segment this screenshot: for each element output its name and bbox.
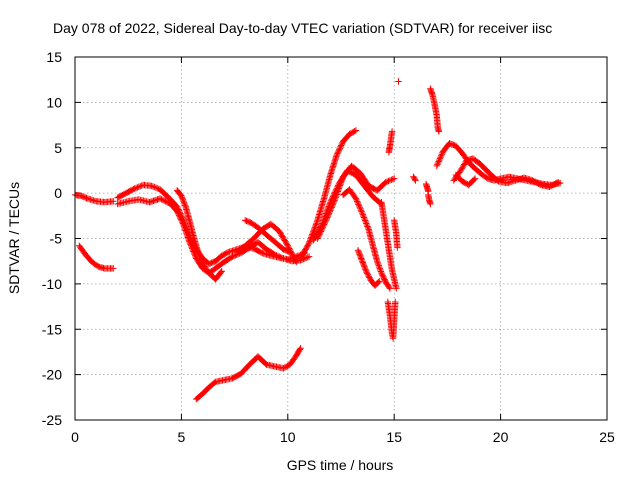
x-tick-label: 0	[71, 429, 79, 445]
chart-title: Day 078 of 2022, Sidereal Day-to-day VTE…	[53, 20, 552, 36]
series-trace-p	[385, 128, 396, 156]
y-tick-label: -25	[42, 412, 62, 428]
data-point	[173, 187, 225, 283]
data-point	[395, 78, 402, 85]
data-point	[378, 199, 400, 292]
data-point	[425, 191, 434, 208]
series-trace-k	[314, 162, 398, 242]
y-tick-label: -20	[42, 367, 62, 383]
data-point	[410, 173, 419, 184]
data-point	[391, 217, 401, 251]
series-trace-m	[354, 247, 383, 289]
series-trace-g	[233, 220, 300, 266]
series-trace-h	[193, 345, 304, 403]
series-trace-u	[422, 180, 432, 195]
data-point	[354, 247, 383, 289]
y-tick-label: -15	[42, 321, 62, 337]
data-point	[384, 298, 399, 342]
data-point	[314, 162, 398, 242]
series-trace-l	[339, 186, 394, 292]
plot-area-border	[74, 56, 608, 421]
series-trace-i	[297, 127, 360, 262]
series-trace-d	[114, 195, 313, 277]
data-point	[450, 155, 562, 190]
x-axis-label: GPS time / hours	[287, 457, 394, 473]
y-tick-label: -5	[50, 231, 63, 247]
x-tick-label: 15	[386, 429, 402, 445]
data-point	[76, 242, 117, 272]
series-trace-b	[76, 242, 117, 272]
data-point	[385, 128, 396, 156]
data-points	[71, 78, 564, 403]
data-point	[297, 127, 360, 262]
y-axis-label: SDTVAR / TECUs	[6, 182, 22, 294]
series-trace-q	[395, 78, 402, 85]
y-tick-labels: -25 -20 -15 -10 -5 0 5 10 15	[42, 49, 62, 428]
series-trace-e	[173, 187, 225, 283]
series-trace-y	[452, 171, 479, 189]
series-trace-r	[391, 217, 401, 251]
series-trace-x	[450, 155, 562, 190]
y-tick-label: 10	[46, 94, 62, 110]
x-tick-label: 25	[599, 429, 615, 445]
y-tick-label: 0	[54, 185, 62, 201]
data-point	[452, 171, 479, 189]
series-trace-t	[425, 191, 434, 208]
x-tick-labels: 0 5 10 15 20 25	[71, 429, 615, 445]
series-trace-s	[410, 173, 419, 184]
data-point	[427, 85, 443, 135]
series-trace-n	[384, 298, 399, 342]
data-point	[114, 195, 313, 277]
y-tick-label: -10	[42, 276, 62, 292]
series-trace-v	[427, 85, 443, 135]
data-point	[339, 186, 394, 292]
x-tick-label: 5	[178, 429, 186, 445]
data-point	[422, 180, 432, 195]
x-tick-label: 20	[493, 429, 509, 445]
series-trace-o	[378, 199, 400, 292]
x-tick-label: 10	[280, 429, 296, 445]
y-tick-label: 5	[54, 140, 62, 156]
data-point	[193, 345, 304, 403]
y-tick-label: 15	[46, 49, 62, 65]
data-point	[233, 220, 300, 266]
